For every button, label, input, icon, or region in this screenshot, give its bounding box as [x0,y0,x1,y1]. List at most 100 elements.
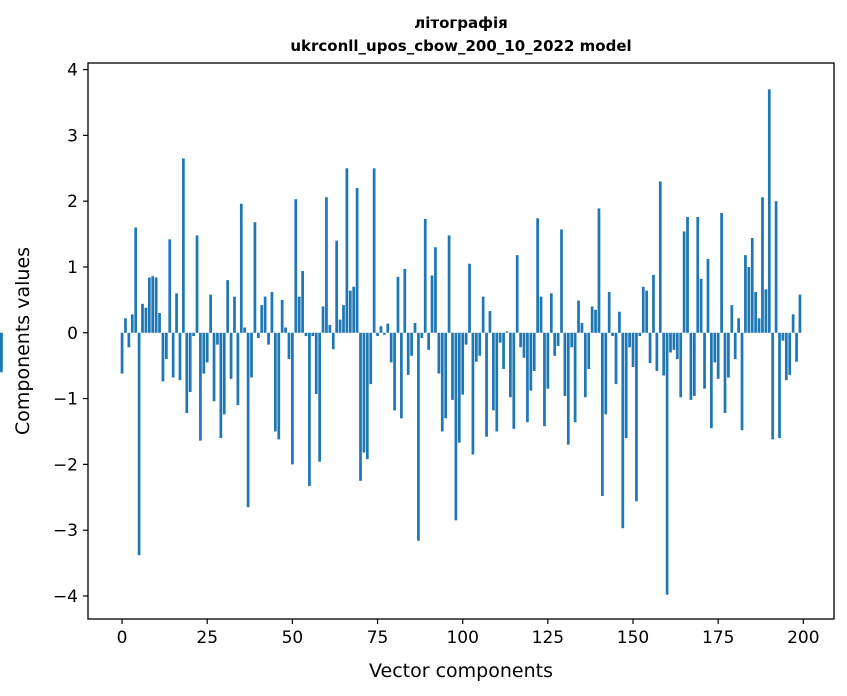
bar [757,318,761,333]
bar [597,208,601,333]
y-tick-label: −1 [53,390,78,410]
bar [573,332,577,423]
chart-subtitle: ukrconll_upos_cbow_200_10_2022 model [290,37,631,55]
bar [727,332,730,378]
bar [178,332,182,381]
bar [689,332,693,400]
y-tick-label: 4 [67,61,78,81]
bar [154,277,158,333]
bar [662,332,666,376]
bar [481,296,485,333]
bar [280,299,284,333]
bar [631,332,635,367]
bar [437,332,441,374]
bar [798,294,802,333]
bar [243,327,247,333]
bar [147,277,151,333]
x-axis: 0 25 50 75 100 125 150 175 200 [117,619,820,648]
bar [601,332,604,496]
bar [229,332,233,379]
bar [199,332,202,441]
bar [583,332,587,398]
x-tick-label: 125 [532,628,564,648]
y-tick-label: 3 [67,126,78,146]
bar [246,332,250,508]
bar [621,332,625,529]
bar [236,332,240,406]
bar [386,323,390,333]
bar [590,306,594,333]
bar [652,274,655,333]
bar [546,332,550,389]
bar [478,332,482,356]
bar [682,231,686,333]
y-tick-label: −2 [53,455,78,475]
bar [669,332,672,353]
bar [308,332,311,487]
bar [618,311,621,333]
bar [778,332,781,439]
bar [485,332,488,437]
bar [686,216,689,333]
bar [355,188,359,333]
bar [168,239,172,333]
bar [427,332,431,350]
x-tick-label: 175 [702,628,734,648]
bar [430,275,434,333]
bar [505,331,509,333]
bar [352,286,356,333]
bar [362,332,366,453]
bar [641,286,645,333]
bar [444,332,448,419]
bar [263,296,267,333]
bar [492,332,495,411]
bar [716,332,720,379]
bar [403,268,407,333]
bar [226,280,230,333]
bar [328,324,332,333]
bar [624,332,628,439]
bar [321,306,325,333]
bar [645,290,649,333]
bar [219,332,223,439]
bar [665,332,669,595]
bar [270,291,274,333]
bar [675,332,679,360]
bar [488,311,492,333]
bar [382,332,386,335]
bar [614,332,618,385]
plot-area-frame [87,62,835,620]
bar [451,332,454,400]
bar [764,289,768,333]
bar [222,332,226,415]
bar [655,332,659,371]
bar [297,296,301,333]
bar [795,332,798,362]
chart-title: літографія [414,14,507,32]
bar [539,296,543,333]
bar [784,332,788,381]
bar [580,322,584,333]
bar [365,332,369,460]
bar [372,168,376,333]
x-axis-label: Vector components [369,660,553,682]
bar [468,263,471,333]
bar [447,235,451,333]
x-tick-label: 50 [282,628,304,648]
bar [406,332,410,375]
bar [202,332,206,374]
bar [379,326,383,333]
bar [253,222,257,333]
bar [127,332,131,348]
bar [284,327,287,333]
bar [256,332,260,339]
bar [325,197,328,333]
bar [301,270,304,333]
bar [260,305,264,333]
bar [781,332,785,341]
bar [209,294,212,333]
bar [348,290,352,333]
bar [744,255,747,333]
bar [471,332,475,455]
bar [185,332,189,414]
